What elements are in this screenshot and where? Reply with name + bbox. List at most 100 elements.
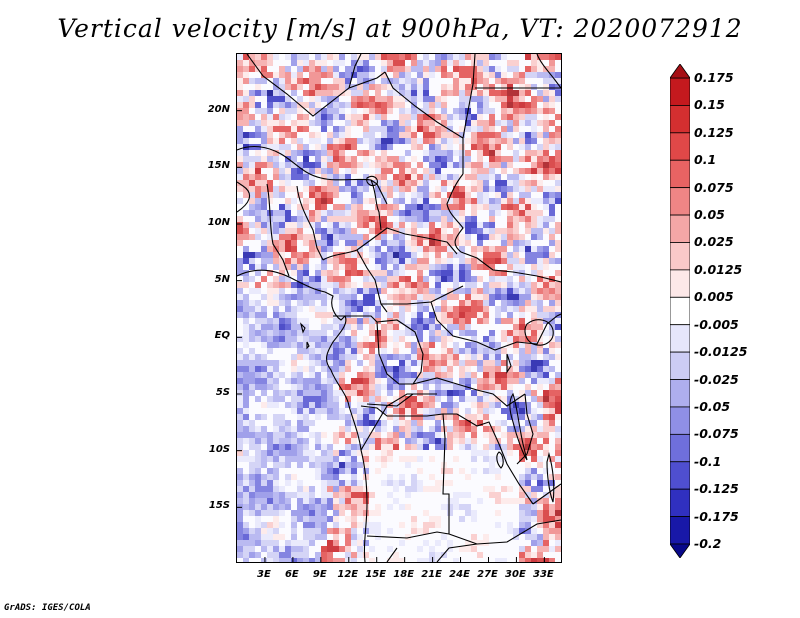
velocity-cell [459, 240, 465, 246]
velocity-cell [327, 198, 333, 204]
velocity-cell [261, 114, 267, 120]
velocity-cell [447, 306, 453, 312]
velocity-cell [447, 360, 453, 366]
velocity-cell [453, 234, 459, 240]
velocity-cell [555, 510, 561, 516]
velocity-cell [369, 300, 375, 306]
velocity-cell [513, 396, 519, 402]
velocity-cell [237, 162, 243, 168]
velocity-cell [501, 372, 507, 378]
velocity-cell [501, 294, 507, 300]
velocity-cell [543, 402, 549, 408]
velocity-cell [501, 450, 507, 456]
velocity-cell [399, 336, 405, 342]
velocity-cell [411, 288, 417, 294]
velocity-cell [351, 330, 357, 336]
velocity-cell [423, 72, 429, 78]
velocity-cell [393, 240, 399, 246]
velocity-cell [459, 300, 465, 306]
velocity-cell [297, 108, 303, 114]
velocity-cell [291, 450, 297, 456]
velocity-cell [345, 456, 351, 462]
velocity-cell [279, 282, 285, 288]
velocity-cell [513, 528, 519, 534]
velocity-cell [279, 336, 285, 342]
velocity-cell [285, 294, 291, 300]
velocity-cell [411, 456, 417, 462]
velocity-cell [387, 276, 393, 282]
velocity-cell [429, 300, 435, 306]
velocity-cell [501, 420, 507, 426]
velocity-cell [489, 144, 495, 150]
velocity-cell [333, 150, 339, 156]
velocity-cell [303, 330, 309, 336]
velocity-cell [285, 168, 291, 174]
velocity-cell [273, 360, 279, 366]
velocity-cell [369, 318, 375, 324]
velocity-cell [375, 468, 381, 474]
velocity-cell [237, 258, 243, 264]
velocity-cell [345, 366, 351, 372]
velocity-cell [291, 132, 297, 138]
velocity-cell [243, 246, 249, 252]
velocity-cell [237, 480, 243, 486]
velocity-cell [261, 480, 267, 486]
velocity-cell [261, 204, 267, 210]
velocity-cell [267, 522, 273, 528]
velocity-cell [417, 348, 423, 354]
velocity-cell [375, 204, 381, 210]
velocity-cell [429, 366, 435, 372]
velocity-cell [417, 426, 423, 432]
velocity-cell [471, 438, 477, 444]
velocity-cell [459, 246, 465, 252]
velocity-cell [381, 126, 387, 132]
velocity-cell [279, 372, 285, 378]
velocity-cell [435, 420, 441, 426]
velocity-cell [237, 186, 243, 192]
velocity-cell [537, 324, 543, 330]
velocity-cell [495, 294, 501, 300]
velocity-cell [381, 120, 387, 126]
velocity-cell [489, 468, 495, 474]
velocity-cell [537, 216, 543, 222]
velocity-cell [237, 282, 243, 288]
velocity-cell [537, 300, 543, 306]
velocity-cell [447, 60, 453, 66]
velocity-cell [267, 510, 273, 516]
velocity-cell [447, 312, 453, 318]
velocity-cell [357, 72, 363, 78]
velocity-cell [351, 534, 357, 540]
velocity-cell [399, 60, 405, 66]
velocity-cell [363, 216, 369, 222]
velocity-cell [321, 528, 327, 534]
velocity-cell [327, 474, 333, 480]
velocity-cell [315, 270, 321, 276]
velocity-cell [549, 144, 555, 150]
velocity-cell [477, 60, 483, 66]
velocity-cell [441, 150, 447, 156]
velocity-cell [411, 522, 417, 528]
velocity-cell [267, 324, 273, 330]
velocity-cell [531, 336, 537, 342]
velocity-cell [339, 330, 345, 336]
velocity-cell [555, 156, 561, 162]
velocity-cell [507, 138, 513, 144]
velocity-cell [429, 204, 435, 210]
velocity-cell [489, 348, 495, 354]
velocity-cell [441, 174, 447, 180]
velocity-cell [501, 90, 507, 96]
velocity-cell [465, 318, 471, 324]
velocity-cell [327, 72, 333, 78]
velocity-cell [549, 276, 555, 282]
velocity-cell [531, 198, 537, 204]
velocity-cell [345, 186, 351, 192]
velocity-cell [321, 258, 327, 264]
lat-tick-label: 20N [207, 103, 230, 115]
velocity-cell [243, 390, 249, 396]
velocity-cell [489, 384, 495, 390]
velocity-cell [507, 60, 513, 66]
velocity-cell [255, 528, 261, 534]
velocity-cell [309, 192, 315, 198]
velocity-cell [495, 150, 501, 156]
velocity-cell [405, 72, 411, 78]
